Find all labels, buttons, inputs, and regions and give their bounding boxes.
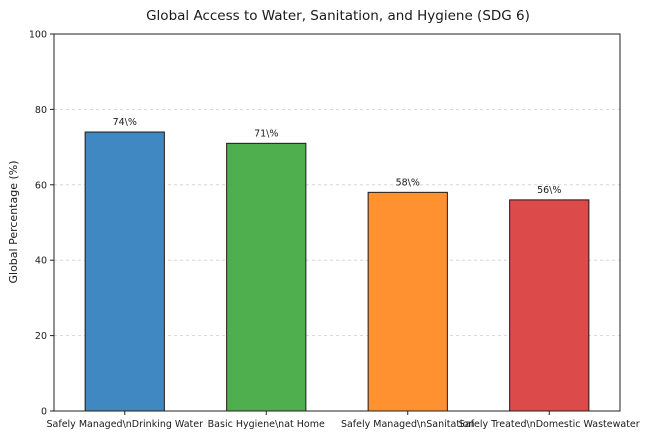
x-axis-ticks: Safely Managed\nDrinking Water Basic Hygi… xyxy=(47,411,640,430)
y-tick-label: 0 xyxy=(41,407,47,418)
bar-data-label: 58\% xyxy=(396,177,420,188)
bars xyxy=(84,131,590,412)
y-tick-label: 100 xyxy=(29,30,47,41)
data-labels: 74\% 71\% 58\% 56\% xyxy=(113,117,562,196)
bar xyxy=(226,142,307,412)
y-axis-label: Global Percentage (%) xyxy=(7,161,20,284)
grid-lines xyxy=(54,109,620,337)
x-tick-label: Safely Managed\nDrinking Water xyxy=(47,419,204,430)
x-tick-label: Safely Treated\nDomestic Wastewater xyxy=(459,419,640,430)
y-tick-label: 80 xyxy=(35,105,47,116)
y-tick-label: 20 xyxy=(35,331,47,342)
bar-data-label: 74\% xyxy=(113,117,137,128)
bar-data-label: 71\% xyxy=(254,128,278,139)
bar-data-label: 56\% xyxy=(537,185,561,196)
bar xyxy=(84,131,165,412)
x-tick-label: Basic Hygiene\nat Home xyxy=(208,419,325,430)
plot-frame xyxy=(53,33,621,412)
chart-title: Global Access to Water, Sanitation, and … xyxy=(146,8,530,24)
x-tick-label: Safely Managed\nSanitation xyxy=(341,419,475,430)
y-axis-ticks: 0 20 40 60 80 100 xyxy=(29,30,54,418)
y-tick-label: 40 xyxy=(35,256,47,267)
y-tick-label: 60 xyxy=(35,180,47,191)
bar xyxy=(367,191,448,412)
bar xyxy=(509,199,590,412)
